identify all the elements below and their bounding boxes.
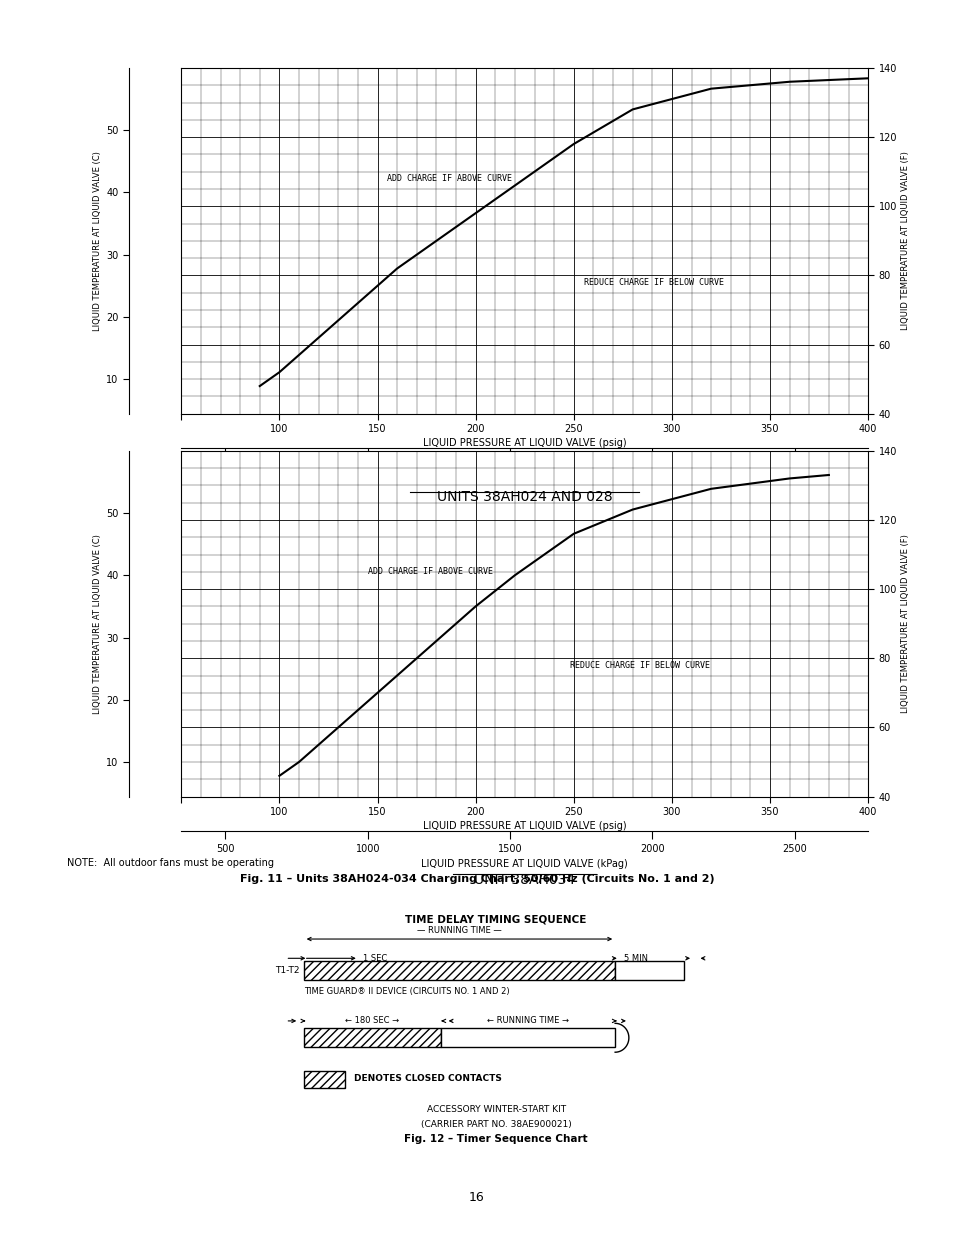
X-axis label: LIQUID PRESSURE AT LIQUID VALVE (kPag): LIQUID PRESSURE AT LIQUID VALVE (kPag) <box>421 475 627 485</box>
Text: T1-T2: T1-T2 <box>274 966 299 974</box>
Text: 16: 16 <box>469 1191 484 1204</box>
Text: TIME DELAY TIMING SEQUENCE: TIME DELAY TIMING SEQUENCE <box>405 915 586 925</box>
Text: UNITS 38AH024 AND 028: UNITS 38AH024 AND 028 <box>436 490 612 504</box>
Text: ← RUNNING TIME →: ← RUNNING TIME → <box>487 1016 569 1025</box>
X-axis label: LIQUID PRESSURE AT LIQUID VALVE (kPag): LIQUID PRESSURE AT LIQUID VALVE (kPag) <box>421 858 627 868</box>
Y-axis label: LIQUID TEMPERATURE AT LIQUID VALVE (C): LIQUID TEMPERATURE AT LIQUID VALVE (C) <box>92 534 102 714</box>
X-axis label: LIQUID PRESSURE AT LIQUID VALVE (psig): LIQUID PRESSURE AT LIQUID VALVE (psig) <box>422 821 626 831</box>
Text: DENOTES CLOSED CONTACTS: DENOTES CLOSED CONTACTS <box>354 1074 501 1083</box>
Text: 1 SEC: 1 SEC <box>363 953 387 963</box>
Y-axis label: LIQUID TEMPERATURE AT LIQUID VALVE (F): LIQUID TEMPERATURE AT LIQUID VALVE (F) <box>901 152 909 330</box>
Text: TIME GUARD® II DEVICE (CIRCUITS NO. 1 AND 2): TIME GUARD® II DEVICE (CIRCUITS NO. 1 AN… <box>303 987 509 997</box>
Bar <box>303 1072 345 1088</box>
Y-axis label: LIQUID TEMPERATURE AT LIQUID VALVE (C): LIQUID TEMPERATURE AT LIQUID VALVE (C) <box>92 151 102 331</box>
Text: 5 MIN: 5 MIN <box>623 953 648 963</box>
Bar <box>303 961 615 981</box>
Text: ADD CHARGE IF ABOVE CURVE: ADD CHARGE IF ABOVE CURVE <box>387 174 512 183</box>
Text: — RUNNING TIME —: — RUNNING TIME — <box>416 926 501 935</box>
Text: Fig. 12 – Timer Sequence Chart: Fig. 12 – Timer Sequence Chart <box>404 1134 587 1144</box>
Text: REDUCE CHARGE IF BELOW CURVE: REDUCE CHARGE IF BELOW CURVE <box>569 661 709 669</box>
Text: (CARRIER PART NO. 38AE900021): (CARRIER PART NO. 38AE900021) <box>420 1120 571 1129</box>
Bar <box>615 961 683 981</box>
Bar <box>440 1028 615 1047</box>
Bar <box>303 1028 440 1047</box>
Text: UNIT 38AH034: UNIT 38AH034 <box>474 873 575 887</box>
Text: Fig. 11 – Units 38AH024-034 Charging Chart, 50/60 Hz (Circuits No. 1 and 2): Fig. 11 – Units 38AH024-034 Charging Cha… <box>239 874 714 884</box>
Text: ADD CHARGE IF ABOVE CURVE: ADD CHARGE IF ABOVE CURVE <box>367 567 492 577</box>
Text: REDUCE CHARGE IF BELOW CURVE: REDUCE CHARGE IF BELOW CURVE <box>583 278 722 287</box>
X-axis label: LIQUID PRESSURE AT LIQUID VALVE (psig): LIQUID PRESSURE AT LIQUID VALVE (psig) <box>422 438 626 448</box>
Y-axis label: LIQUID TEMPERATURE AT LIQUID VALVE (F): LIQUID TEMPERATURE AT LIQUID VALVE (F) <box>901 535 909 713</box>
Text: ACCESSORY WINTER-START KIT: ACCESSORY WINTER-START KIT <box>426 1105 565 1114</box>
Text: ← 180 SEC →: ← 180 SEC → <box>345 1016 399 1025</box>
Text: NOTE:  All outdoor fans must be operating: NOTE: All outdoor fans must be operating <box>67 858 274 868</box>
